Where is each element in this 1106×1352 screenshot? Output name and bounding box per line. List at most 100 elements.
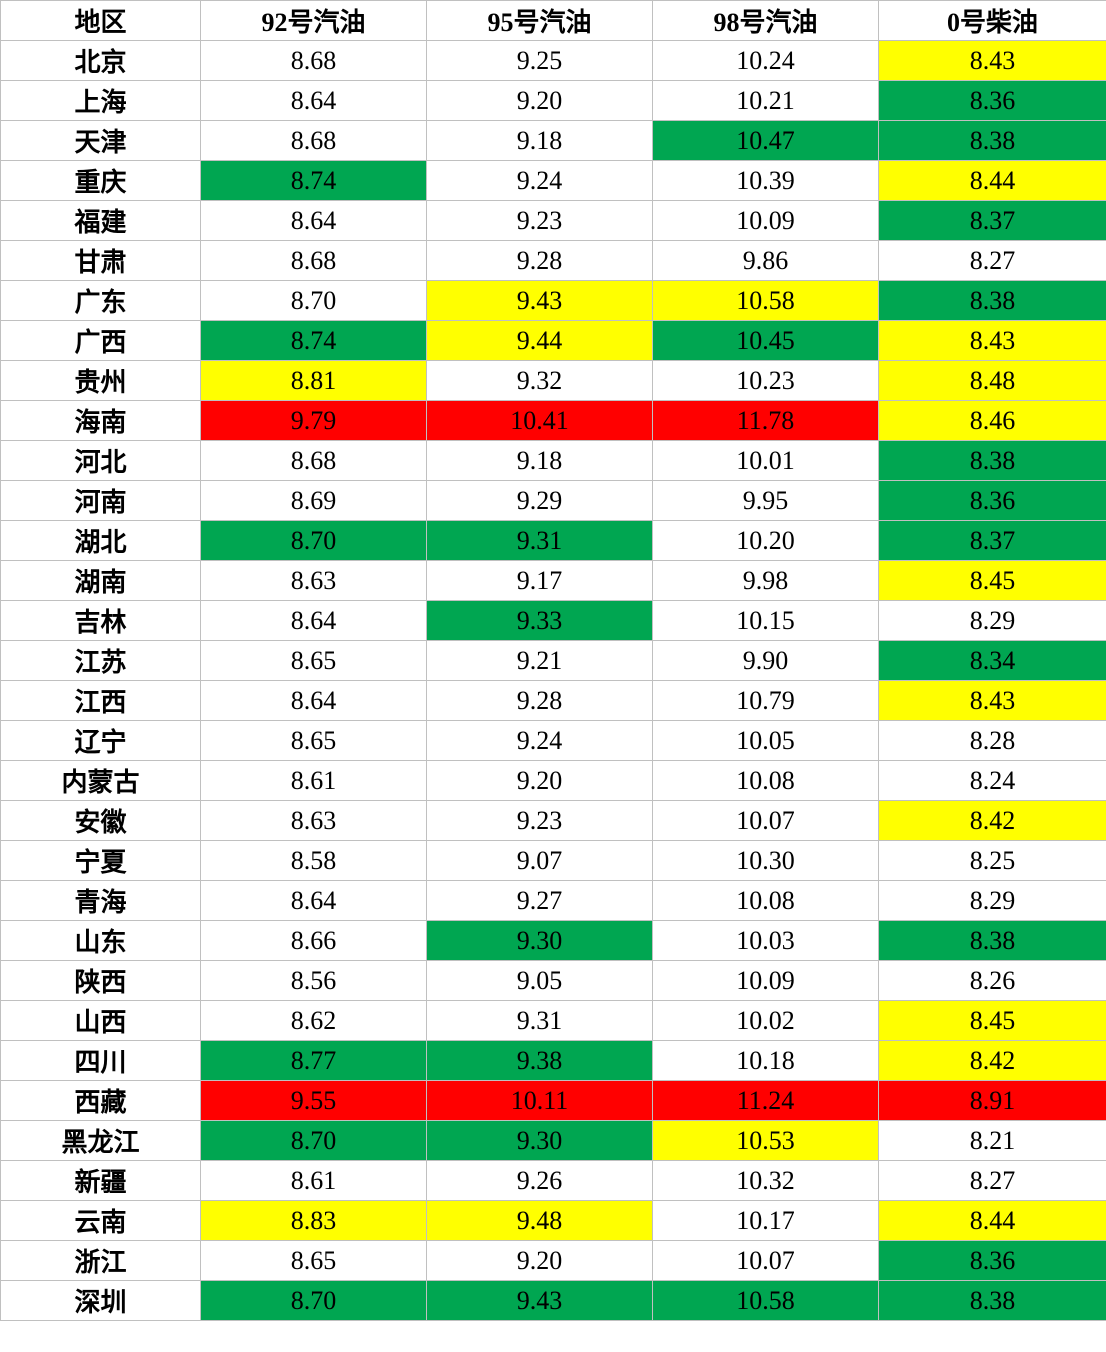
price-cell: 8.48	[879, 361, 1106, 401]
price-cell: 10.24	[653, 41, 879, 81]
table-row: 内蒙古8.619.2010.088.24	[1, 761, 1106, 801]
table-row: 山西8.629.3110.028.45	[1, 1001, 1106, 1041]
price-cell: 9.24	[427, 161, 653, 201]
col-diesel-0: 0号柴油	[879, 1, 1106, 41]
region-cell: 福建	[1, 201, 201, 241]
price-cell: 8.38	[879, 121, 1106, 161]
table-row: 湖北8.709.3110.208.37	[1, 521, 1106, 561]
price-cell: 8.65	[201, 1241, 427, 1281]
table-row: 吉林8.649.3310.158.29	[1, 601, 1106, 641]
price-cell: 8.65	[201, 721, 427, 761]
price-cell: 9.95	[653, 481, 879, 521]
price-cell: 10.18	[653, 1041, 879, 1081]
price-cell: 8.61	[201, 761, 427, 801]
price-cell: 10.17	[653, 1201, 879, 1241]
table-row: 新疆8.619.2610.328.27	[1, 1161, 1106, 1201]
price-cell: 9.33	[427, 601, 653, 641]
price-cell: 8.70	[201, 1121, 427, 1161]
price-cell: 8.70	[201, 281, 427, 321]
price-cell: 8.66	[201, 921, 427, 961]
price-cell: 10.47	[653, 121, 879, 161]
table-row: 西藏9.5510.1111.248.91	[1, 1081, 1106, 1121]
price-cell: 8.38	[879, 281, 1106, 321]
price-cell: 9.24	[427, 721, 653, 761]
price-cell: 8.38	[879, 441, 1106, 481]
table-row: 山东8.669.3010.038.38	[1, 921, 1106, 961]
price-cell: 9.48	[427, 1201, 653, 1241]
price-cell: 8.74	[201, 321, 427, 361]
region-cell: 深圳	[1, 1281, 201, 1321]
price-cell: 10.53	[653, 1121, 879, 1161]
price-cell: 10.11	[427, 1081, 653, 1121]
price-cell: 9.30	[427, 1121, 653, 1161]
region-cell: 江苏	[1, 641, 201, 681]
table-row: 福建8.649.2310.098.37	[1, 201, 1106, 241]
price-cell: 9.31	[427, 1001, 653, 1041]
price-cell: 8.68	[201, 121, 427, 161]
price-cell: 8.27	[879, 241, 1106, 281]
region-cell: 重庆	[1, 161, 201, 201]
region-cell: 贵州	[1, 361, 201, 401]
price-cell: 8.74	[201, 161, 427, 201]
price-cell: 8.64	[201, 681, 427, 721]
price-cell: 8.56	[201, 961, 427, 1001]
price-cell: 9.20	[427, 1241, 653, 1281]
price-cell: 10.21	[653, 81, 879, 121]
region-cell: 西藏	[1, 1081, 201, 1121]
price-cell: 8.36	[879, 81, 1106, 121]
table-row: 江西8.649.2810.798.43	[1, 681, 1106, 721]
price-cell: 8.24	[879, 761, 1106, 801]
price-cell: 9.20	[427, 761, 653, 801]
price-cell: 10.58	[653, 281, 879, 321]
price-cell: 9.18	[427, 121, 653, 161]
price-cell: 10.32	[653, 1161, 879, 1201]
price-cell: 8.45	[879, 561, 1106, 601]
table-row: 青海8.649.2710.088.29	[1, 881, 1106, 921]
table-row: 四川8.779.3810.188.42	[1, 1041, 1106, 1081]
price-cell: 8.62	[201, 1001, 427, 1041]
table-row: 上海8.649.2010.218.36	[1, 81, 1106, 121]
table-row: 北京8.689.2510.248.43	[1, 41, 1106, 81]
price-cell: 10.03	[653, 921, 879, 961]
price-cell: 8.29	[879, 881, 1106, 921]
price-cell: 8.43	[879, 41, 1106, 81]
table-row: 海南9.7910.4111.788.46	[1, 401, 1106, 441]
price-cell: 8.21	[879, 1121, 1106, 1161]
table-row: 黑龙江8.709.3010.538.21	[1, 1121, 1106, 1161]
price-cell: 8.25	[879, 841, 1106, 881]
price-cell: 8.37	[879, 201, 1106, 241]
price-cell: 11.78	[653, 401, 879, 441]
region-cell: 吉林	[1, 601, 201, 641]
price-cell: 8.45	[879, 1001, 1106, 1041]
price-cell: 9.26	[427, 1161, 653, 1201]
price-cell: 9.44	[427, 321, 653, 361]
region-cell: 湖南	[1, 561, 201, 601]
region-cell: 辽宁	[1, 721, 201, 761]
price-cell: 8.81	[201, 361, 427, 401]
table-row: 陕西8.569.0510.098.26	[1, 961, 1106, 1001]
region-cell: 山东	[1, 921, 201, 961]
price-cell: 10.09	[653, 961, 879, 1001]
price-cell: 8.28	[879, 721, 1106, 761]
price-cell: 10.39	[653, 161, 879, 201]
col-gas-95: 95号汽油	[427, 1, 653, 41]
region-cell: 宁夏	[1, 841, 201, 881]
price-cell: 8.61	[201, 1161, 427, 1201]
price-cell: 9.23	[427, 801, 653, 841]
table-row: 甘肃8.689.289.868.27	[1, 241, 1106, 281]
price-cell: 10.20	[653, 521, 879, 561]
region-cell: 河北	[1, 441, 201, 481]
col-gas-98: 98号汽油	[653, 1, 879, 41]
region-cell: 天津	[1, 121, 201, 161]
price-cell: 9.43	[427, 1281, 653, 1321]
price-cell: 8.64	[201, 881, 427, 921]
price-cell: 9.17	[427, 561, 653, 601]
price-cell: 8.37	[879, 521, 1106, 561]
price-cell: 10.07	[653, 801, 879, 841]
price-cell: 8.70	[201, 1281, 427, 1321]
price-cell: 10.07	[653, 1241, 879, 1281]
price-cell: 8.46	[879, 401, 1106, 441]
price-cell: 10.30	[653, 841, 879, 881]
table-row: 浙江8.659.2010.078.36	[1, 1241, 1106, 1281]
region-cell: 山西	[1, 1001, 201, 1041]
